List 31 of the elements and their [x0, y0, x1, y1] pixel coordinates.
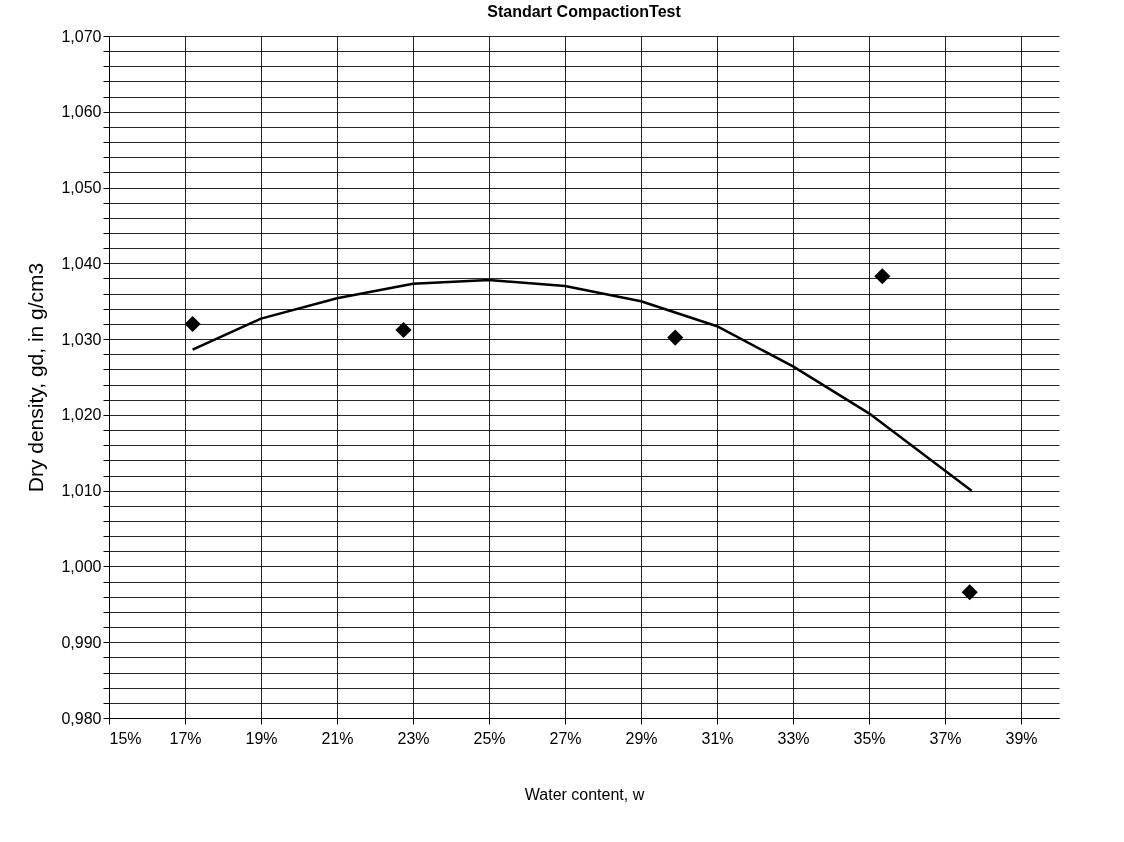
x-tick-label: 15%	[109, 729, 142, 747]
y-tick-label: 1,060	[61, 103, 102, 121]
x-tick-label: 19%	[245, 729, 278, 747]
x-tick-label: 39%	[1005, 729, 1038, 747]
x-tick-label: 23%	[397, 729, 430, 747]
x-tick-label: 35%	[853, 729, 886, 747]
y-tick-label: 1,010	[61, 482, 102, 500]
point	[184, 315, 201, 333]
x-tick-label: 31%	[701, 729, 734, 747]
point	[874, 268, 891, 285]
y-tick-label: 0,990	[61, 633, 102, 651]
x-tick-label: 27%	[549, 729, 582, 747]
x-tick-label: 33%	[777, 729, 810, 747]
y-axis-title: Dry density, gd, in g/cm3	[24, 262, 48, 493]
chart-title: Standart CompactionTest	[487, 3, 682, 20]
y-tick-label: 1,050	[61, 179, 102, 197]
y-tick-label: 1,000	[61, 557, 102, 575]
point	[667, 329, 684, 346]
y-tick-label: 0,980	[61, 709, 102, 727]
x-axis-title: Water content, w	[524, 785, 645, 803]
y-tick-label: 1,070	[61, 27, 102, 45]
x-tick-label: 25%	[473, 729, 506, 747]
point	[395, 321, 412, 339]
x-tick-label: 17%	[169, 729, 202, 747]
point	[961, 584, 978, 601]
x-tick-label: 37%	[929, 729, 962, 747]
y-tick-label: 1,040	[61, 254, 102, 272]
x-tick-label: 21%	[321, 729, 354, 747]
y-tick-label: 1,020	[61, 406, 102, 424]
y-tick-label: 1,030	[61, 330, 102, 348]
x-tick-label: 29%	[625, 729, 658, 747]
